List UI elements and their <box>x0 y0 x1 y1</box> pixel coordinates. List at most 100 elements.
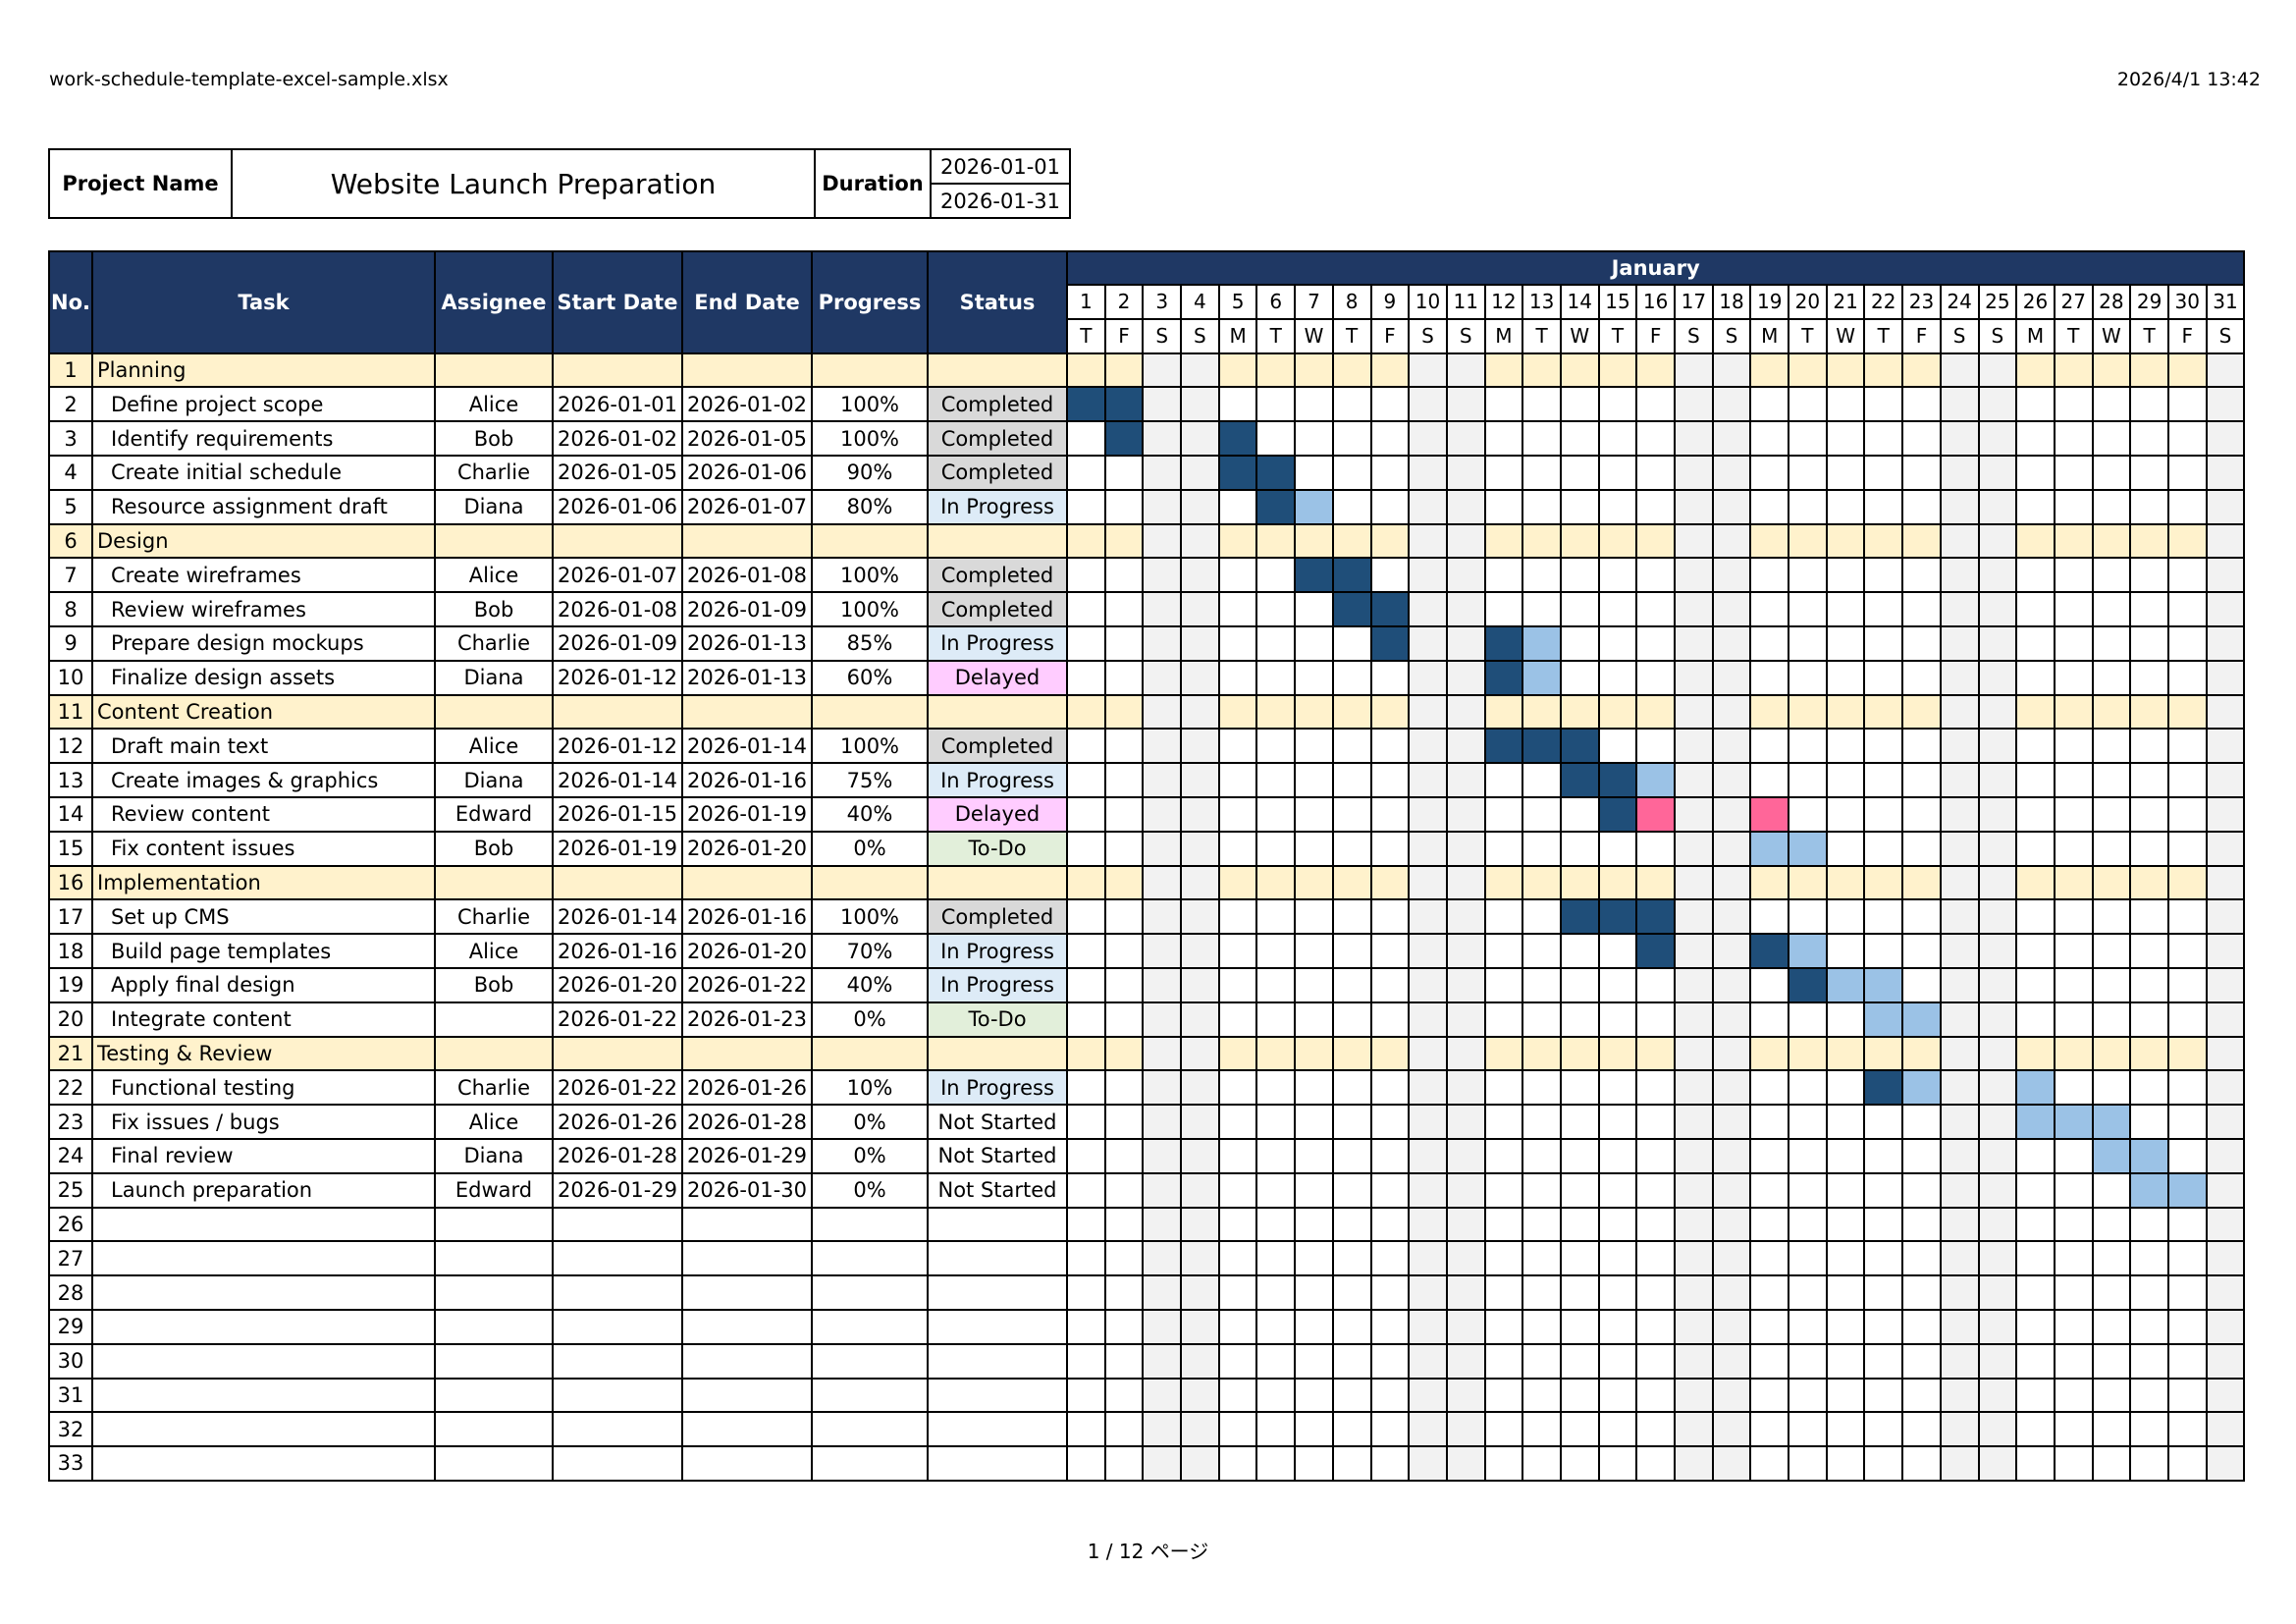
assignee-cell[interactable]: Diana <box>434 762 554 798</box>
assignee-cell[interactable] <box>434 1342 554 1380</box>
assignee-cell[interactable] <box>434 1411 554 1448</box>
task-cell[interactable] <box>91 1274 436 1311</box>
task-name[interactable]: Define project scope <box>91 386 436 423</box>
start-date-cell[interactable]: 2026-01-19 <box>552 830 683 867</box>
progress-cell[interactable]: 60% <box>811 659 929 696</box>
end-date-cell[interactable] <box>681 1274 813 1311</box>
assignee-cell[interactable] <box>434 1206 554 1243</box>
progress-cell[interactable] <box>811 693 929 731</box>
project-name[interactable]: Website Launch Preparation <box>231 148 816 219</box>
task-name[interactable]: Apply final design <box>91 966 436 1003</box>
status-badge[interactable]: In Progress <box>927 624 1068 662</box>
row-number[interactable]: 31 <box>48 1377 93 1414</box>
progress-cell[interactable] <box>811 1206 929 1243</box>
status-badge[interactable]: Not Started <box>927 1171 1068 1209</box>
row-number[interactable]: 12 <box>48 728 93 765</box>
status-cell[interactable] <box>927 352 1068 389</box>
category-name[interactable]: Content Creation <box>91 693 436 731</box>
task-name[interactable]: Create images & graphics <box>91 762 436 798</box>
start-date-cell[interactable]: 2026-01-26 <box>552 1104 683 1140</box>
status-cell[interactable] <box>927 1377 1068 1414</box>
assignee-cell[interactable] <box>434 522 554 560</box>
assignee-cell[interactable] <box>434 1445 554 1482</box>
task-name[interactable]: Fix content issues <box>91 830 436 867</box>
progress-cell[interactable]: 0% <box>811 1104 929 1140</box>
end-date-cell[interactable]: 2026-01-19 <box>681 795 813 833</box>
progress-cell[interactable]: 100% <box>811 728 929 765</box>
task-name[interactable]: Final review <box>91 1137 436 1174</box>
assignee-cell[interactable] <box>434 1035 554 1072</box>
task-name[interactable]: Fix issues / bugs <box>91 1104 436 1140</box>
end-date-cell[interactable] <box>681 1308 813 1345</box>
status-badge[interactable]: Completed <box>927 591 1068 627</box>
task-cell[interactable] <box>91 1206 436 1243</box>
status-cell[interactable] <box>927 1240 1068 1277</box>
start-date-cell[interactable]: 2026-01-20 <box>552 966 683 1003</box>
status-badge[interactable]: In Progress <box>927 933 1068 969</box>
start-date-cell[interactable]: 2026-01-09 <box>552 624 683 662</box>
row-number[interactable]: 24 <box>48 1137 93 1174</box>
end-date-cell[interactable]: 2026-01-09 <box>681 591 813 627</box>
assignee-cell[interactable]: Alice <box>434 1104 554 1140</box>
row-number[interactable]: 28 <box>48 1274 93 1311</box>
assignee-cell[interactable]: Alice <box>434 557 554 594</box>
progress-cell[interactable]: 90% <box>811 454 929 491</box>
progress-cell[interactable] <box>811 1240 929 1277</box>
end-date-cell[interactable] <box>681 1411 813 1448</box>
progress-cell[interactable]: 0% <box>811 1001 929 1038</box>
row-number[interactable]: 5 <box>48 488 93 525</box>
row-number[interactable]: 21 <box>48 1035 93 1072</box>
assignee-cell[interactable]: Diana <box>434 1137 554 1174</box>
status-badge[interactable]: In Progress <box>927 488 1068 525</box>
start-date-cell[interactable]: 2026-01-01 <box>552 386 683 423</box>
progress-cell[interactable] <box>811 864 929 901</box>
start-date-cell[interactable] <box>552 1308 683 1345</box>
progress-cell[interactable]: 100% <box>811 591 929 627</box>
task-cell[interactable] <box>91 1445 436 1482</box>
assignee-cell[interactable] <box>434 1308 554 1345</box>
row-number[interactable]: 4 <box>48 454 93 491</box>
assignee-cell[interactable] <box>434 693 554 731</box>
end-date-cell[interactable]: 2026-01-06 <box>681 454 813 491</box>
task-name[interactable]: Create initial schedule <box>91 454 436 491</box>
row-number[interactable]: 23 <box>48 1104 93 1140</box>
status-badge[interactable]: In Progress <box>927 762 1068 798</box>
task-name[interactable]: Set up CMS <box>91 898 436 936</box>
progress-cell[interactable] <box>811 1445 929 1482</box>
progress-cell[interactable]: 100% <box>811 420 929 457</box>
end-date-cell[interactable]: 2026-01-29 <box>681 1137 813 1174</box>
row-number[interactable]: 1 <box>48 352 93 389</box>
row-number[interactable]: 6 <box>48 522 93 560</box>
end-date-cell[interactable] <box>681 1035 813 1072</box>
task-name[interactable]: Identify requirements <box>91 420 436 457</box>
assignee-cell[interactable] <box>434 352 554 389</box>
row-number[interactable]: 27 <box>48 1240 93 1277</box>
assignee-cell[interactable]: Alice <box>434 386 554 423</box>
task-name[interactable]: Review content <box>91 795 436 833</box>
progress-cell[interactable]: 85% <box>811 624 929 662</box>
status-cell[interactable] <box>927 1206 1068 1243</box>
progress-cell[interactable] <box>811 1411 929 1448</box>
end-date-cell[interactable]: 2026-01-13 <box>681 624 813 662</box>
assignee-cell[interactable]: Bob <box>434 591 554 627</box>
start-date-cell[interactable] <box>552 1035 683 1072</box>
row-number[interactable]: 13 <box>48 762 93 798</box>
start-date-cell[interactable]: 2026-01-12 <box>552 728 683 765</box>
duration-end[interactable]: 2026-01-31 <box>930 183 1071 219</box>
row-number[interactable]: 29 <box>48 1308 93 1345</box>
row-number[interactable]: 9 <box>48 624 93 662</box>
duration-start[interactable]: 2026-01-01 <box>930 148 1071 185</box>
assignee-cell[interactable]: Edward <box>434 1171 554 1209</box>
status-badge[interactable]: In Progress <box>927 966 1068 1003</box>
progress-cell[interactable] <box>811 1274 929 1311</box>
status-badge[interactable]: Completed <box>927 728 1068 765</box>
progress-cell[interactable]: 100% <box>811 898 929 936</box>
row-number[interactable]: 14 <box>48 795 93 833</box>
end-date-cell[interactable]: 2026-01-16 <box>681 762 813 798</box>
end-date-cell[interactable] <box>681 693 813 731</box>
row-number[interactable]: 3 <box>48 420 93 457</box>
progress-cell[interactable]: 40% <box>811 795 929 833</box>
progress-cell[interactable] <box>811 1342 929 1380</box>
status-badge[interactable]: In Progress <box>927 1069 1068 1107</box>
progress-cell[interactable]: 0% <box>811 830 929 867</box>
